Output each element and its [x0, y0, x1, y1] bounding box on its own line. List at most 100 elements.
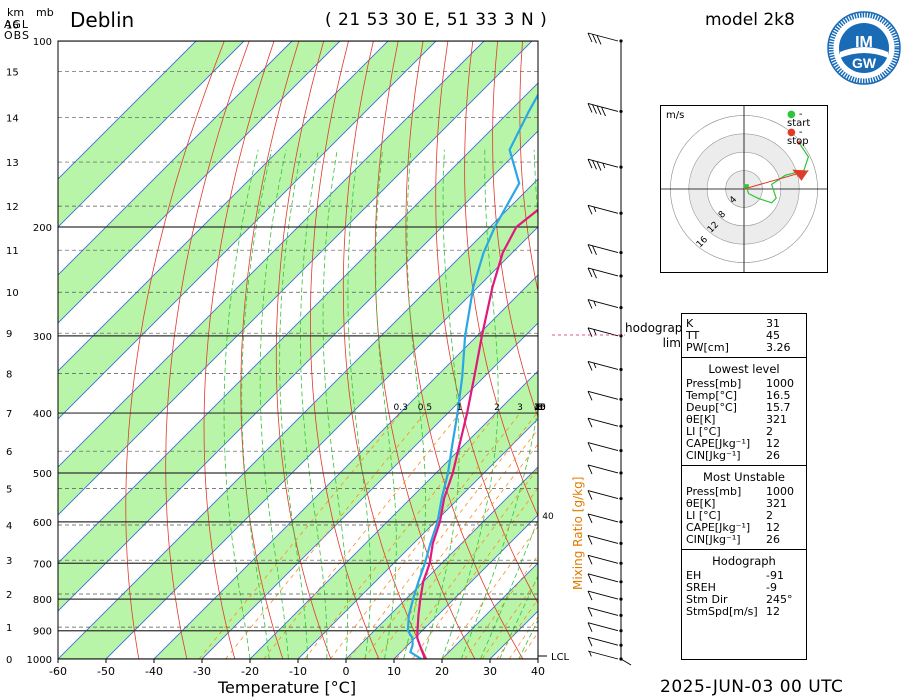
- moist-adiabat: [279, 149, 308, 659]
- dry-adiabat: [203, 41, 275, 659]
- height-km-label: 14: [6, 114, 19, 125]
- moist-adiabat: [422, 149, 460, 659]
- isotherm-line: [249, 370, 538, 659]
- most-unstable-title: Most Unstable: [703, 470, 785, 484]
- pressure-label: 900: [33, 627, 52, 638]
- wind-barb-feather: [587, 103, 593, 113]
- legend-start-text: - start: [787, 109, 811, 129]
- index-row: θE[K] 321: [682, 414, 806, 426]
- isotherm-line: [58, 41, 437, 420]
- temperature-profile: [416, 208, 538, 659]
- wind-level-dot: [619, 561, 623, 565]
- wind-barb-feather: [592, 268, 597, 279]
- wind-level-dot: [619, 496, 623, 501]
- wind-barb-feather: [601, 106, 606, 117]
- hodograph-start: [743, 184, 749, 190]
- wind-barb-feather: [587, 535, 593, 545]
- sounding-date: 2025-JUN-03 00 UTC: [660, 677, 844, 697]
- index-value: 245°: [766, 593, 793, 606]
- wind-level-dot: [619, 520, 623, 524]
- wind-level-dot: [619, 274, 623, 278]
- wind-barb-staff: [587, 650, 619, 660]
- index-name: CIN[Jkg⁻¹]: [686, 449, 741, 462]
- index-value: 12: [766, 437, 780, 450]
- index-row: LI [°C] 2: [682, 426, 806, 438]
- index-row: SREH -9: [682, 582, 806, 594]
- wind-barb-feather: [587, 637, 593, 647]
- index-value: 31: [766, 317, 780, 330]
- wind-level-dot: [619, 657, 623, 661]
- moist-adiabat: [347, 149, 371, 659]
- moist-adiabat: [441, 149, 499, 659]
- height-km-label: 16: [6, 20, 19, 31]
- index-name: Deup[°C]: [686, 401, 737, 414]
- height-km-label: 5: [6, 485, 12, 496]
- isotherm-line: [58, 130, 538, 612]
- wind-barb-half-feather: [593, 329, 597, 335]
- index-value: 1000: [766, 485, 794, 498]
- wind-barb-feather: [587, 590, 593, 601]
- wind-level-dot: [619, 397, 623, 401]
- wind-barb-staff: [587, 327, 619, 337]
- x-tick-label: 10: [387, 665, 401, 678]
- wind-barb-staff: [587, 534, 619, 544]
- wind-level-dot: [619, 597, 623, 601]
- legend-stop: ● - stop: [787, 127, 809, 147]
- index-row: CIN[Jkg⁻¹] 26: [682, 534, 806, 546]
- dewpoint-profile: [406, 92, 538, 659]
- x-tick-label: 0: [343, 665, 350, 678]
- isotherm-line: [201, 322, 538, 659]
- x-tick-label: 30: [483, 665, 497, 678]
- wind-level-dot: [619, 613, 623, 617]
- hodograph-panel: 4 8 12 16 m/s ● - start ● - stop: [660, 105, 828, 273]
- mixing-ratio-label: 6: [537, 403, 543, 413]
- isotherm-line: [58, 41, 485, 468]
- index-row: Press[mb] 1000: [682, 486, 806, 498]
- height-km-label: 11: [6, 246, 19, 257]
- wind-axis-foot: [620, 658, 632, 666]
- wind-barb-feather: [587, 391, 593, 401]
- wind-level-dot: [619, 448, 623, 453]
- imgw-logo-svg: IM GW: [827, 11, 901, 85]
- mixing-ratio-line: [508, 616, 538, 659]
- pressure-label: 1000: [27, 655, 52, 666]
- x-axis-title: Temperature [°C]: [218, 678, 357, 697]
- index-value: 321: [766, 497, 787, 510]
- index-value: 26: [766, 533, 780, 546]
- hodograph-legend: ● - start ● - stop: [787, 109, 827, 147]
- wind-level-dot: [619, 109, 623, 114]
- index-row: StmSpd[m/s] 12: [682, 606, 806, 618]
- top-indices: K 31 TT 45 PW[cm] 3.26: [682, 318, 806, 354]
- mixing-ratio-label: 2: [494, 403, 500, 413]
- index-value: 26: [766, 449, 780, 462]
- mixing-ratio-label: 3: [517, 403, 523, 413]
- index-name: Stm Dir: [686, 593, 728, 606]
- model-name: model 2k8: [705, 10, 795, 30]
- mixing-ratio-label: 5: [537, 403, 543, 413]
- wind-barb-feather: [592, 245, 597, 255]
- hodograph-ring-label: 4: [728, 195, 739, 206]
- x-tick-label: -30: [193, 665, 211, 678]
- wind-barb-half-feather: [593, 300, 597, 307]
- wind-barb-staff: [587, 442, 619, 452]
- wind-barb-half-feather: [593, 362, 597, 369]
- index-value: 45: [766, 329, 780, 342]
- dry-adiabat: [165, 41, 250, 659]
- wind-barb-staff: [587, 513, 619, 523]
- index-value: 321: [766, 413, 787, 426]
- index-name: LI [°C]: [686, 509, 721, 522]
- mixing-ratio-label: 0.3: [394, 403, 408, 413]
- index-row: Stm Dir 245°: [682, 594, 806, 606]
- isotherm-line: [58, 82, 538, 564]
- lowest-level-title: Lowest level: [708, 362, 780, 376]
- dry-adiabat: [342, 41, 428, 659]
- x-tick-label: -40: [145, 665, 163, 678]
- height-km-label: 2: [6, 590, 12, 601]
- obs-header: OBS: [4, 29, 30, 42]
- moist-adiabat: [300, 149, 328, 659]
- mixing-ratio-label: 1: [457, 403, 463, 413]
- moist-adiabat: [480, 518, 538, 659]
- wind-barb-feather: [587, 555, 593, 565]
